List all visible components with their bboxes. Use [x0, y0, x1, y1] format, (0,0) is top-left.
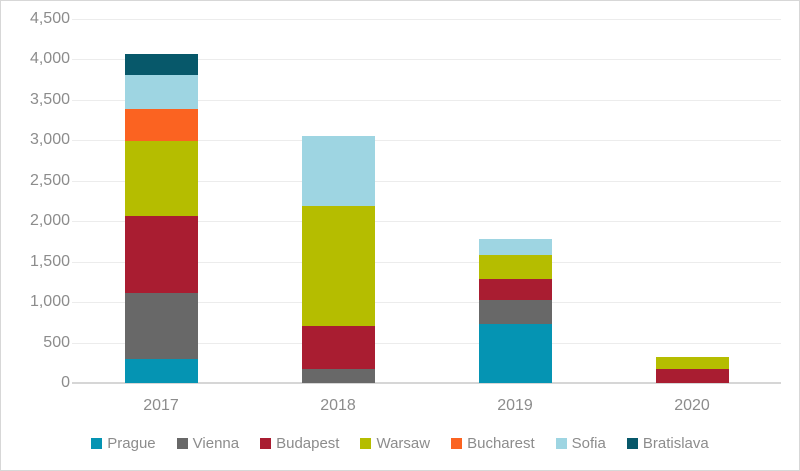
- bar-column-2020: [655, 357, 729, 383]
- x-axis-line: [72, 382, 781, 384]
- bar-segment-budapest-2019: [478, 279, 552, 300]
- legend-label-bucharest: Bucharest: [467, 435, 535, 452]
- gridline: [72, 342, 781, 344]
- legend-swatch-prague: [91, 438, 103, 449]
- legend-swatch-bratislava: [626, 438, 638, 449]
- gridline: [72, 261, 781, 263]
- bar-segment-warsaw-2017: [124, 141, 198, 217]
- bar-column-2018: [301, 135, 375, 383]
- legend-label-vienna: Vienna: [192, 435, 240, 452]
- legend-swatch-warsaw: [360, 438, 372, 449]
- y-tick-label: 4,000: [29, 50, 70, 68]
- legend-label-budapest: Budapest: [276, 435, 340, 452]
- bar-segment-budapest-2018: [301, 325, 375, 370]
- gridline: [72, 302, 781, 304]
- bar-segment-sofia-2019: [478, 239, 552, 256]
- gridline: [72, 180, 781, 182]
- legend-item-bratislava: Bratislava: [626, 435, 709, 452]
- gridline: [72, 19, 781, 20]
- legend: Prague Vienna Budapest Warsaw Bucharest Sofia…: [1, 435, 799, 452]
- x-axis-label-2017: 2017: [143, 397, 179, 414]
- legend-item-sofia: Sofia: [555, 435, 606, 452]
- legend-label-bratislava: Bratislava: [642, 435, 709, 452]
- bar-segment-vienna-2019: [478, 299, 552, 324]
- x-axis-label-2020: 2020: [674, 397, 710, 414]
- bar-segment-warsaw-2019: [478, 255, 552, 280]
- y-tick-label: 2,500: [29, 171, 70, 189]
- bar-segment-prague-2019: [478, 323, 552, 383]
- legend-swatch-sofia: [555, 438, 567, 449]
- gridline: [72, 59, 781, 61]
- bar-segment-prague-2017: [124, 358, 198, 383]
- bar-segment-sofia-2018: [301, 135, 375, 206]
- bar-segment-warsaw-2018: [301, 205, 375, 326]
- legend-item-budapest: Budapest: [260, 435, 339, 452]
- y-tick-label: 0: [61, 374, 70, 391]
- bar-column-2017: [124, 53, 198, 383]
- y-tick-label: 2,000: [29, 212, 70, 230]
- y-tick-label: 1,000: [29, 293, 70, 311]
- bar-segment-budapest-2020: [655, 369, 729, 383]
- y-tick-label: 3,500: [29, 90, 70, 108]
- gridline: [72, 99, 781, 101]
- bar-column-2019: [478, 239, 552, 383]
- x-axis-label-2018: 2018: [320, 397, 356, 414]
- legend-item-vienna: Vienna: [176, 435, 240, 452]
- y-tick-label: 3,000: [29, 131, 70, 149]
- legend-item-warsaw: Warsaw: [360, 435, 430, 452]
- gridline: [72, 140, 781, 142]
- bar-segment-bratislava-2017: [124, 53, 198, 75]
- bar-segment-sofia-2017: [124, 74, 198, 109]
- legend-swatch-vienna: [176, 438, 188, 449]
- legend-label-sofia: Sofia: [571, 435, 606, 452]
- legend-label-warsaw: Warsaw: [376, 435, 431, 452]
- x-axis-label-2019: 2019: [497, 397, 533, 414]
- bar-segment-vienna-2018: [301, 369, 375, 383]
- gridline: [72, 221, 781, 223]
- legend-swatch-bucharest: [451, 438, 463, 449]
- legend-item-bucharest: Bucharest: [451, 435, 535, 452]
- y-tick-label: 1,500: [29, 252, 70, 270]
- bar-segment-budapest-2017: [124, 216, 198, 294]
- y-tick-label: 4,500: [29, 10, 70, 27]
- legend-label-prague: Prague: [107, 435, 156, 452]
- legend-item-prague: Prague: [91, 435, 156, 452]
- bar-segment-vienna-2017: [124, 293, 198, 359]
- y-tick-label: 500: [43, 333, 70, 351]
- bar-segment-warsaw-2020: [655, 357, 729, 370]
- bar-segment-bucharest-2017: [124, 108, 198, 142]
- legend-swatch-budapest: [260, 438, 272, 449]
